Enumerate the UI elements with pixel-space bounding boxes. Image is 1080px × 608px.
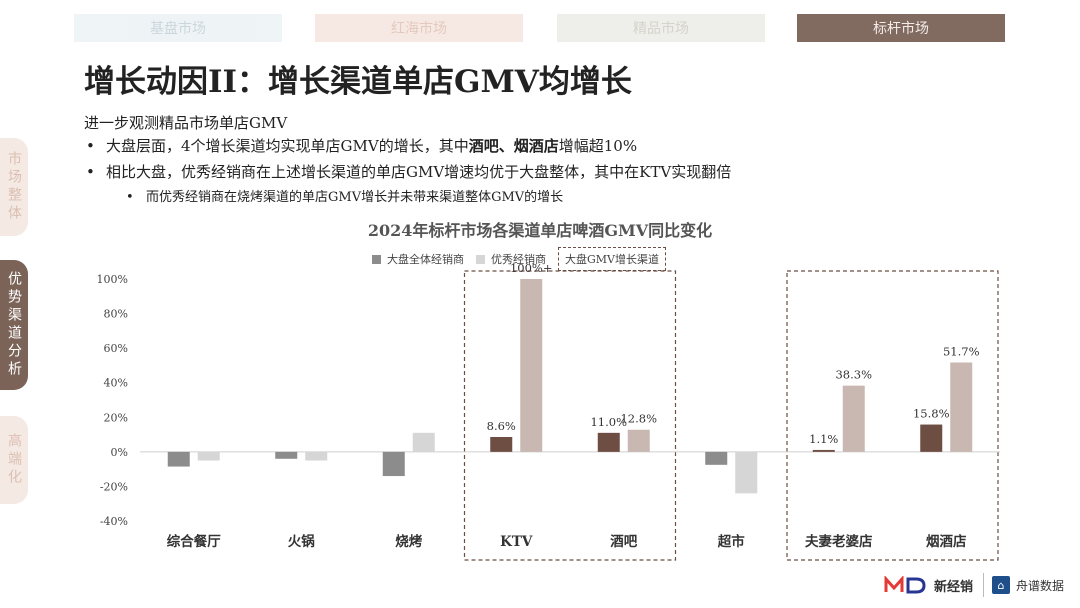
y-tick-label: 20%: [104, 411, 128, 424]
bullet-list: 大盘层面，4个增长渠道均实现单店GMV的增长，其中酒吧、烟酒店增幅超10% 相比…: [84, 136, 984, 210]
legend-label-excellent: 优秀经销商: [491, 253, 546, 266]
bar-market: [705, 451, 728, 465]
data-label: 100%+: [510, 261, 553, 275]
x-tick-label: 酒吧: [610, 534, 638, 550]
y-tick-label: 100%: [97, 273, 128, 286]
bar-market: [597, 432, 620, 452]
zhoupu-icon: ⌂: [991, 576, 1010, 594]
tab-premium-market[interactable]: 精品市场: [557, 14, 765, 42]
bar-market: [275, 451, 298, 459]
data-label: 12.8%: [620, 412, 657, 426]
bar-market: [167, 451, 190, 467]
x-tick-label: KTV: [500, 534, 533, 550]
x-tick-label: 火锅: [288, 534, 315, 550]
bar-excellent: [950, 362, 973, 452]
data-label: 11.0%: [590, 415, 627, 429]
x-tick-label: 烟酒店: [926, 533, 967, 550]
legend-label-growth-channel: 大盘GMV增长渠道: [565, 253, 659, 266]
bullet-1: 大盘层面，4个增长渠道均实现单店GMV的增长，其中酒吧、烟酒店增幅超10%: [84, 136, 984, 162]
data-label: 38.3%: [835, 368, 872, 382]
bar-excellent: [735, 451, 758, 494]
bar-excellent: [520, 279, 543, 452]
y-tick-label: 80%: [104, 308, 128, 321]
legend-item-market: 大盘全体经销商: [372, 251, 464, 267]
tab-red-sea-market[interactable]: 红海市场: [315, 14, 523, 42]
data-label: 51.7%: [943, 344, 980, 358]
highlight-box-1: [463, 270, 677, 561]
legend-label-market: 大盘全体经销商: [387, 253, 464, 266]
y-tick-label: -40%: [100, 515, 128, 528]
intro-text: 进一步观测精品市场单店GMV: [84, 114, 288, 132]
brand-name-1: 新经销: [933, 579, 973, 595]
tab-basic-market[interactable]: 基盘市场: [74, 14, 282, 42]
data-label: 15.8%: [913, 407, 950, 421]
brand-name-2: 舟谱数据: [1015, 578, 1064, 593]
bullet-1-tail: 增幅超10%: [558, 137, 638, 155]
bar-excellent: [627, 429, 650, 452]
brand-logo-zhoupu: ⌂ 舟谱数据: [991, 576, 1064, 594]
highlight-box-2: [786, 270, 999, 561]
x-tick-label: 烧烤: [395, 533, 422, 550]
side-tab-market-overall[interactable]: 市场整体: [0, 138, 28, 236]
x-tick-label: 综合餐厅: [167, 533, 221, 550]
y-tick-label: 60%: [104, 342, 128, 355]
bullet-3: 而优秀经销商在烧烤渠道的单店GMV增长并未带来渠道整体GMV的增长: [84, 188, 984, 210]
tab-benchmark-market[interactable]: 标杆市场: [797, 14, 1005, 42]
bullet-2-text: 相比大盘，优秀经销商在上述增长渠道的单店GMV增速均优于大盘整体，其中在KTV实…: [106, 163, 732, 181]
x-tick-label: 超市: [717, 533, 746, 550]
page-title: 增长动因II：增长渠道单店GMV均增长: [84, 64, 632, 100]
data-label: 1.1%: [809, 432, 838, 446]
bar-excellent: [412, 432, 435, 452]
bullet-2: 相比大盘，优秀经销商在上述增长渠道的单店GMV增速均优于大盘整体，其中在KTV实…: [84, 162, 984, 188]
brand-logo-xinjingxiao: 新经销: [884, 576, 973, 595]
footer-logos: 新经销 ⌂ 舟谱数据: [884, 572, 1064, 598]
top-nav: 基盘市场 红海市场 精品市场 标杆市场: [0, 14, 1080, 42]
bar-market: [490, 436, 513, 452]
legend-swatch-excellent: [476, 254, 485, 264]
bar-market: [382, 451, 405, 477]
bullet-1-text: 大盘层面，4个增长渠道均实现单店GMV的增长，其中: [106, 137, 469, 155]
bar-excellent: [305, 451, 328, 461]
bar-market: [920, 424, 943, 452]
legend-swatch-market: [372, 254, 381, 264]
side-tab-premiumization[interactable]: 高端化: [0, 416, 28, 504]
y-tick-label: -20%: [100, 480, 128, 493]
bar-excellent: [842, 385, 865, 452]
footer-divider: [982, 573, 984, 597]
legend-item-excellent: 优秀经销商: [476, 251, 546, 267]
y-tick-label: 40%: [104, 377, 128, 390]
bullet-1-bold: 酒吧、烟酒店: [468, 137, 559, 155]
bar-excellent: [197, 451, 220, 461]
chart-legend: 大盘全体经销商 优秀经销商 大盘GMV增长渠道: [372, 247, 678, 271]
x-tick-label: 夫妻老婆店: [805, 533, 873, 550]
y-tick-label: 0%: [111, 446, 128, 459]
brand-mark-icon: [884, 576, 926, 594]
bullet-3-text: 而优秀经销商在烧烤渠道的单店GMV增长并未带来渠道整体GMV的增长: [146, 190, 564, 205]
chart-title: 2024年标杆市场各渠道单店啤酒GMV同比变化: [367, 221, 713, 240]
side-tab-advantage-channel[interactable]: 优势渠道分析: [0, 260, 28, 390]
data-label: 8.6%: [487, 419, 516, 433]
bar-market: [812, 449, 835, 452]
